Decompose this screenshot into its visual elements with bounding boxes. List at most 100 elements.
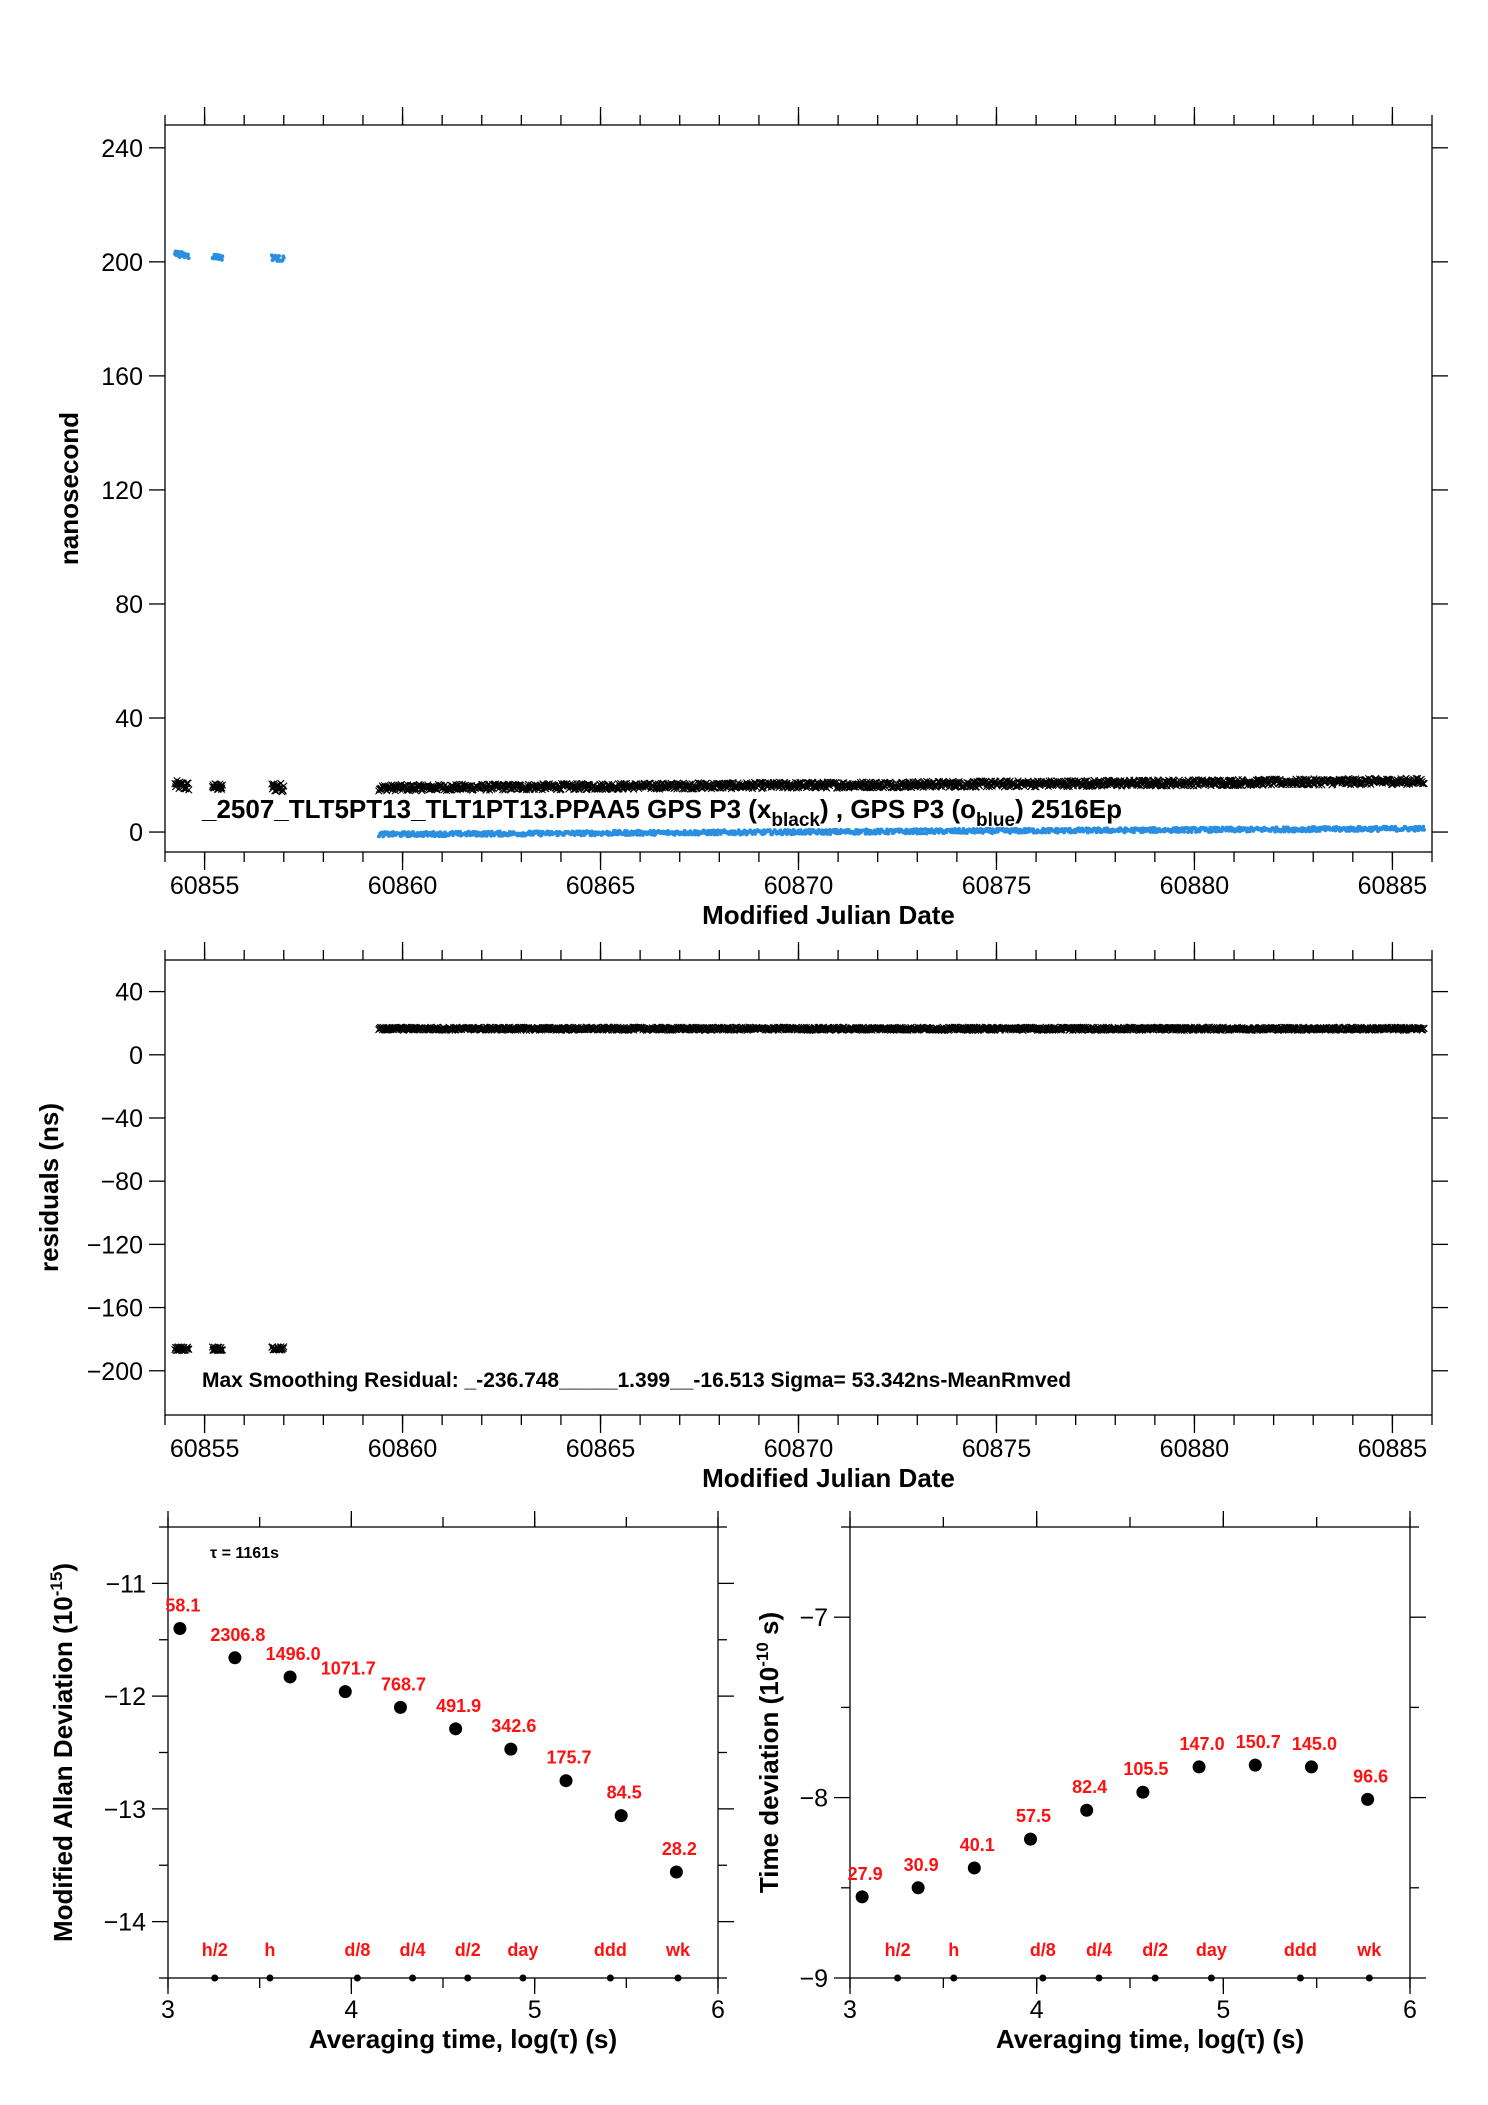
- y-axis-title: residuals (ns): [34, 1103, 64, 1272]
- tau-label: τ = 1161s: [210, 1545, 279, 1562]
- y-tick-label: 40: [115, 979, 143, 1007]
- x-tick-label: 4: [344, 1996, 358, 2024]
- data-point: [614, 1809, 628, 1823]
- point-label: 768.7: [381, 1674, 426, 1694]
- time-marker-dot: [1207, 1974, 1215, 1982]
- x-tick-label: 5: [1216, 1996, 1230, 2024]
- x-axis-title: Averaging time, log(τ) (s): [996, 2024, 1304, 2054]
- annotation-gap: [640, 794, 647, 824]
- time-marker-label: h: [264, 1940, 275, 1960]
- x-tick-label: 3: [843, 1996, 857, 2024]
- x-mark: [217, 785, 226, 794]
- data-point: [967, 1861, 981, 1875]
- x-tick-label: 60860: [368, 872, 438, 900]
- y-axis-title-ylabel: Modified Allan Deviation (10: [48, 1596, 78, 1942]
- y-tick-label: 40: [115, 705, 143, 733]
- annotation-series_a_sub: black: [771, 810, 820, 831]
- y-tick-label: 160: [101, 363, 143, 391]
- data-point: [1361, 1792, 1375, 1806]
- o-mark: [277, 253, 281, 258]
- deviation-points-2: 58.12306.81496.01071.7768.7491.9342.6175…: [165, 1595, 697, 1879]
- o-mark: [1421, 824, 1426, 829]
- o-mark: [1047, 830, 1051, 835]
- x-tick-label: 60865: [566, 872, 636, 900]
- series-0-1: [172, 249, 1426, 839]
- data-point: [1192, 1760, 1206, 1774]
- time-marker-label: d/2: [1142, 1940, 1168, 1960]
- x-axis-title: Modified Julian Date: [702, 900, 955, 930]
- y-axis-title-ylabel-tail: s): [754, 1612, 784, 1642]
- point-label: 147.0: [1180, 1734, 1225, 1754]
- data-point: [283, 1670, 297, 1684]
- data-point: [1024, 1832, 1038, 1846]
- y-axis-title: Modified Allan Deviation (10-15): [47, 1563, 78, 1942]
- o-mark: [281, 255, 286, 260]
- y-axis-title-ylabel-sup: -10: [753, 1642, 772, 1667]
- series-0-0: [171, 774, 1428, 796]
- annotation-tail: ) 2516Ep: [1015, 794, 1122, 824]
- data-point: [393, 1700, 407, 1714]
- x-tick-label: 60885: [1358, 1435, 1428, 1463]
- data-point: [173, 1621, 187, 1635]
- point-label: 342.6: [491, 1716, 536, 1736]
- time-marker-dot: [894, 1974, 902, 1982]
- x-tick-label: 4: [1030, 1996, 1044, 2024]
- time-marker-label: h/2: [202, 1940, 228, 1960]
- time-marker-dot: [1095, 1974, 1103, 1982]
- o-mark: [1182, 829, 1187, 834]
- time-marker-dot: [674, 1974, 682, 1982]
- point-label: 40.1: [960, 1835, 995, 1855]
- x-tick-label: 60865: [566, 1435, 636, 1463]
- x-mark: [218, 784, 226, 792]
- x-tick-label: 60875: [962, 1435, 1032, 1463]
- data-point: [1136, 1785, 1150, 1799]
- series-annotation: _2507_TLT5PT13_TLT1PT13.PPAA5 GPS P3 (xb…: [201, 794, 1122, 831]
- y-tick-label: −12: [104, 1683, 146, 1711]
- x-tick-label: 5: [528, 1996, 542, 2024]
- time-marker-dot: [464, 1974, 472, 1982]
- y-tick-label: −120: [87, 1231, 143, 1259]
- o-mark: [484, 834, 489, 838]
- time-marker-label: h: [948, 1940, 959, 1960]
- time-marker-dot: [1039, 1974, 1047, 1982]
- o-mark: [1422, 827, 1426, 832]
- time-marker-label: d/4: [400, 1940, 426, 1960]
- o-mark: [428, 830, 433, 835]
- point-label: 28.2: [662, 1839, 697, 1859]
- x-tick-label: 60880: [1160, 1435, 1230, 1463]
- time-marker-dot: [606, 1974, 614, 1982]
- o-mark: [399, 834, 404, 838]
- data-point: [449, 1722, 463, 1736]
- y-tick-label: 240: [101, 135, 143, 163]
- o-mark: [186, 256, 191, 261]
- x-axis-0: 60855 60860 60865 60870 60875 60880 60885: [164, 107, 1433, 900]
- time-marker-dot: [211, 1974, 219, 1982]
- point-label: 84.5: [607, 1783, 642, 1803]
- x-axis-title: Modified Julian Date: [702, 1463, 955, 1493]
- time-marker-label: ddd: [1284, 1940, 1317, 1960]
- data-point: [228, 1651, 242, 1665]
- x-mark: [1417, 775, 1425, 784]
- time-marker-label: d/8: [1030, 1940, 1056, 1960]
- y-tick-label: −80: [101, 1168, 143, 1196]
- time-marker-label: d/8: [344, 1940, 370, 1960]
- y-tick-label: 120: [101, 477, 143, 505]
- time-marker-dot: [409, 1974, 417, 1982]
- x-mark: [218, 781, 227, 789]
- data-point: [911, 1881, 925, 1895]
- y-tick-label: −13: [104, 1796, 146, 1824]
- annotation-file: _2507_TLT5PT13_TLT1PT13.PPAA5: [201, 794, 640, 824]
- plot-frame-0: [164, 124, 1433, 853]
- data-point: [1304, 1760, 1318, 1774]
- annotation-series_a: GPS P3 (x: [647, 794, 772, 824]
- y-tick-label: −11: [105, 1570, 146, 1598]
- time-marker-dot: [1365, 1974, 1373, 1982]
- point-label: 57.5: [1016, 1806, 1051, 1826]
- point-label: 145.0: [1292, 1734, 1337, 1754]
- time-marker-label: day: [507, 1940, 538, 1960]
